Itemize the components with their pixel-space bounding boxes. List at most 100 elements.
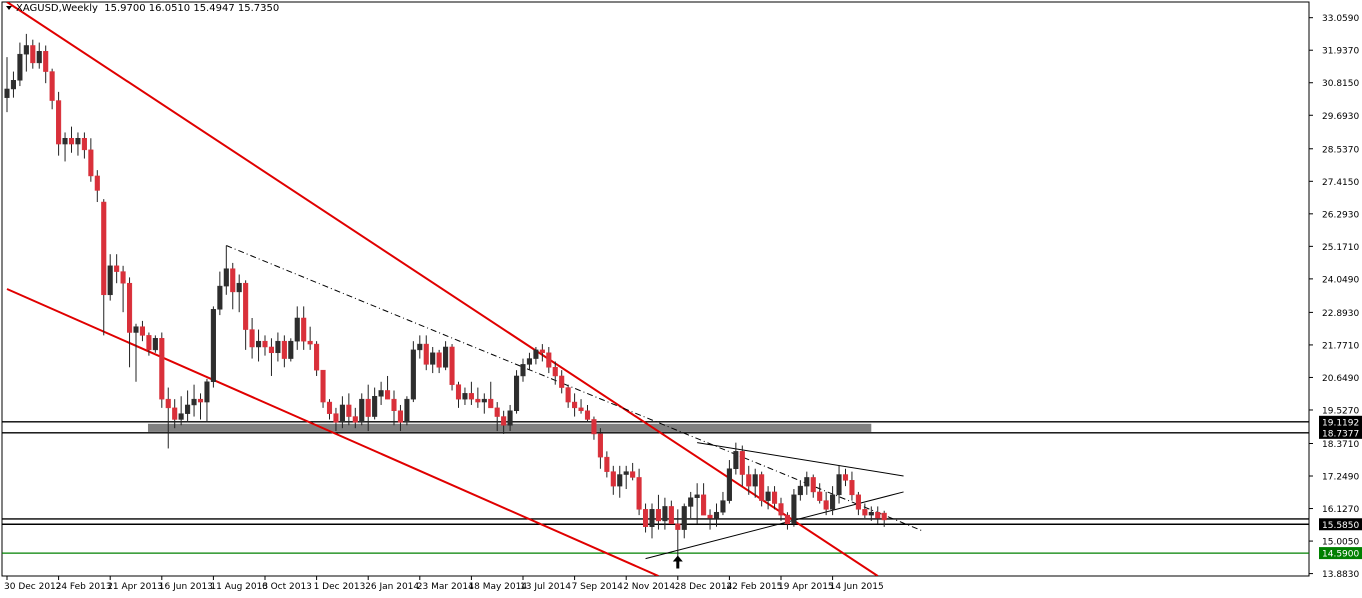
candle-body bbox=[501, 416, 507, 426]
candle bbox=[204, 378, 210, 423]
candle-body bbox=[172, 407, 178, 420]
candle bbox=[746, 465, 752, 495]
candle bbox=[443, 341, 449, 371]
candle-body bbox=[275, 340, 281, 354]
candle-body bbox=[552, 367, 558, 377]
candle-body bbox=[630, 471, 636, 478]
candle bbox=[404, 396, 410, 426]
candle bbox=[275, 332, 281, 362]
candle-body bbox=[139, 326, 145, 336]
candle bbox=[294, 306, 300, 350]
dropdown-triangle-icon[interactable] bbox=[6, 6, 12, 10]
candle-body bbox=[268, 346, 274, 354]
candle bbox=[88, 138, 94, 182]
x-tick-label: 14 Jun 2015 bbox=[830, 582, 884, 592]
candle-body bbox=[494, 407, 500, 417]
x-tick-label: 11 Aug 2013 bbox=[210, 582, 268, 592]
price-label-box bbox=[1319, 415, 1362, 428]
x-tick-label: 24 Feb 2013 bbox=[56, 582, 112, 592]
candle bbox=[23, 33, 29, 72]
candle bbox=[281, 335, 287, 368]
candle-body bbox=[36, 51, 42, 64]
candle bbox=[172, 399, 178, 429]
candle-body bbox=[397, 410, 403, 423]
candle-body bbox=[617, 474, 623, 487]
y-tick-label: 13.8830 bbox=[1322, 570, 1359, 580]
candle bbox=[726, 460, 732, 504]
y-tick-label: 31.9370 bbox=[1322, 47, 1359, 57]
y-tick-label: 20.6490 bbox=[1322, 374, 1359, 384]
candle-body bbox=[533, 349, 539, 359]
candle-body bbox=[739, 451, 745, 475]
candle-body bbox=[836, 474, 842, 496]
candle bbox=[68, 126, 75, 153]
candle-body bbox=[526, 358, 533, 365]
candle bbox=[249, 317, 255, 359]
y-tick-label: 33.0590 bbox=[1322, 14, 1359, 24]
candle-body bbox=[584, 410, 591, 420]
candle-body bbox=[75, 138, 81, 145]
candle-body bbox=[488, 398, 494, 409]
candle bbox=[688, 491, 694, 519]
candle-body bbox=[481, 398, 487, 403]
candle bbox=[81, 132, 87, 159]
candle-body bbox=[68, 138, 75, 145]
candle bbox=[197, 393, 204, 420]
candle bbox=[701, 483, 707, 516]
symbol-label: XAGUSD,Weekly bbox=[16, 3, 98, 14]
candle-body bbox=[30, 45, 36, 64]
candle-body bbox=[236, 282, 242, 293]
candle bbox=[127, 277, 133, 368]
x-tick-label: 7 Sep 2014 bbox=[572, 582, 624, 592]
candle bbox=[423, 335, 429, 371]
candle bbox=[733, 442, 739, 475]
candle-body bbox=[443, 346, 449, 368]
triangle-upper-line bbox=[697, 442, 904, 477]
candle bbox=[339, 396, 345, 429]
candle-body bbox=[307, 340, 313, 345]
candle-body bbox=[662, 506, 668, 522]
candle bbox=[326, 399, 333, 420]
candle-body bbox=[346, 404, 352, 417]
candle-body bbox=[649, 509, 655, 527]
candle bbox=[475, 387, 481, 408]
price-label-text: 18.7377 bbox=[1322, 429, 1359, 439]
candle bbox=[817, 483, 823, 504]
candle-body bbox=[43, 51, 49, 72]
candle bbox=[546, 346, 552, 374]
candle-body bbox=[701, 494, 707, 516]
candle bbox=[572, 393, 578, 417]
candle bbox=[481, 393, 487, 414]
y-tick-label: 16.1270 bbox=[1322, 505, 1359, 515]
candle-body bbox=[217, 285, 223, 310]
candle bbox=[49, 68, 55, 110]
candle-body bbox=[868, 511, 874, 516]
candle-body bbox=[713, 511, 720, 519]
price-label: 18.7377 bbox=[1319, 426, 1362, 439]
candle-body bbox=[333, 413, 339, 423]
candle-body bbox=[385, 390, 391, 400]
candle bbox=[507, 404, 513, 432]
candle bbox=[804, 471, 810, 495]
candle-body bbox=[262, 340, 268, 348]
channel-lower-line bbox=[6, 288, 659, 576]
candle bbox=[778, 497, 784, 521]
candle-body bbox=[842, 474, 849, 481]
candle bbox=[720, 491, 726, 516]
candle bbox=[56, 91, 62, 156]
candle-body bbox=[210, 309, 216, 383]
candle bbox=[372, 387, 378, 420]
candle-body bbox=[101, 201, 107, 296]
candle-body bbox=[875, 511, 881, 519]
candle bbox=[636, 468, 642, 516]
candle bbox=[352, 407, 358, 429]
candle bbox=[10, 71, 16, 98]
candle-body bbox=[752, 474, 758, 487]
candle-body bbox=[127, 282, 133, 333]
x-tick-label: 6 Oct 2013 bbox=[262, 582, 312, 592]
candle-body bbox=[230, 268, 236, 293]
candle bbox=[230, 262, 236, 310]
chart-header: XAGUSD,Weekly 15.9700 16.0510 15.4947 15… bbox=[6, 3, 279, 14]
candle-body bbox=[391, 398, 397, 412]
